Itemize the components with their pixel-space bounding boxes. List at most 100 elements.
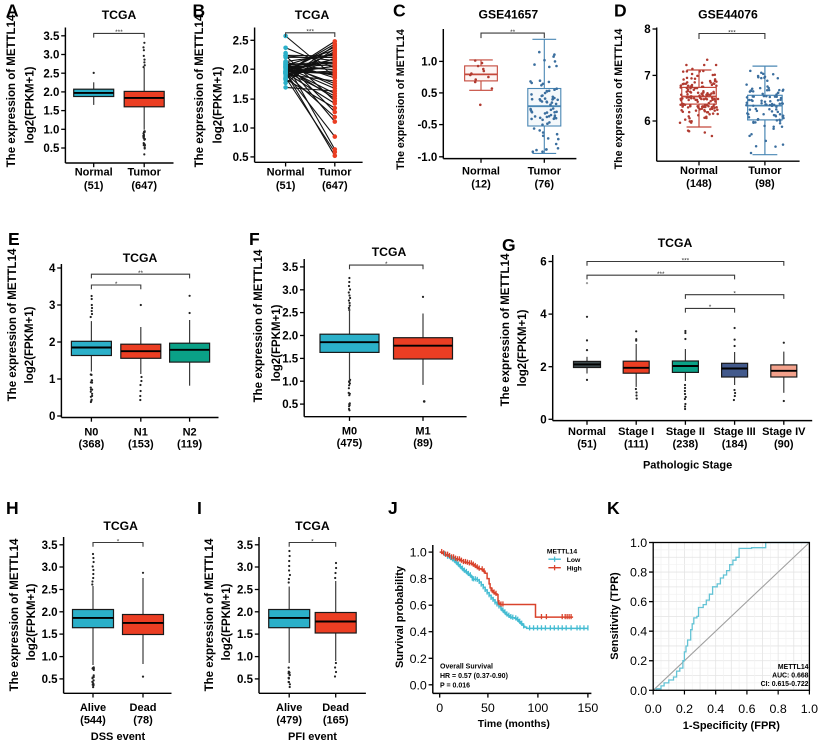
svg-text:2.5: 2.5 [233, 35, 250, 47]
svg-text:6: 6 [540, 257, 546, 269]
svg-text:Tumor: Tumor [318, 167, 352, 179]
svg-text:*: * [385, 261, 388, 268]
svg-text:*: * [115, 281, 118, 288]
svg-text:3: 3 [49, 300, 55, 312]
svg-text:(119): (119) [177, 438, 202, 450]
svg-text:The expression of METTL14: The expression of METTL14 [204, 538, 216, 691]
svg-text:-0.5: -0.5 [417, 120, 437, 132]
svg-text:1.0: 1.0 [237, 652, 253, 664]
svg-text:(475): (475) [337, 437, 363, 449]
svg-text:0: 0 [436, 701, 443, 715]
svg-text:4: 4 [49, 263, 56, 275]
svg-text:1.5: 1.5 [233, 94, 250, 106]
svg-text:3.0: 3.0 [43, 50, 59, 62]
svg-text:M0: M0 [342, 426, 357, 438]
svg-text:Time (months): Time (months) [478, 718, 550, 730]
svg-text:The expression of METTL14: The expression of METTL14 [9, 538, 21, 691]
svg-text:*: * [733, 291, 736, 298]
svg-text:0.8: 0.8 [770, 702, 787, 716]
svg-text:0.0: 0.0 [630, 684, 647, 698]
svg-text:(90): (90) [774, 439, 794, 451]
svg-text:Stage III: Stage III [714, 426, 756, 438]
svg-text:***: *** [728, 29, 736, 36]
svg-text:**: ** [510, 29, 516, 36]
svg-text:(165): (165) [323, 715, 349, 727]
svg-text:0.4: 0.4 [410, 625, 427, 639]
svg-text:N2: N2 [183, 427, 197, 439]
svg-text:*: * [709, 304, 712, 311]
svg-text:log2(FPKM+1): log2(FPKM+1) [25, 66, 37, 143]
svg-text:Tumor: Tumor [127, 167, 161, 179]
svg-text:1.0: 1.0 [421, 57, 437, 69]
svg-text:K: K [607, 498, 620, 518]
svg-text:2.5: 2.5 [237, 585, 254, 597]
svg-text:Stage II: Stage II [666, 426, 705, 438]
svg-text:***: *** [657, 271, 665, 278]
svg-text:(89): (89) [413, 437, 433, 449]
svg-text:Tumor: Tumor [528, 166, 562, 178]
svg-text:2.0: 2.0 [233, 64, 249, 76]
svg-text:(184): (184) [722, 439, 748, 451]
svg-text:TCGA: TCGA [102, 8, 137, 22]
svg-text:0.5: 0.5 [42, 674, 59, 686]
svg-text:Low: Low [567, 557, 581, 564]
svg-text:AUC: 0.668: AUC: 0.668 [772, 673, 809, 680]
svg-text:Tumor: Tumor [748, 165, 782, 177]
svg-text:3.5: 3.5 [42, 540, 59, 552]
svg-text:log2(FPKM+1): log2(FPKM+1) [213, 66, 225, 143]
svg-text:2.0: 2.0 [237, 607, 253, 619]
svg-text:0.6: 0.6 [630, 595, 647, 609]
svg-text:0.0: 0.0 [645, 702, 662, 716]
svg-text:4: 4 [540, 309, 547, 321]
svg-text:50: 50 [481, 701, 495, 715]
svg-text:1.0: 1.0 [282, 376, 298, 388]
svg-text:PFI event: PFI event [288, 731, 337, 743]
svg-text:1.5: 1.5 [43, 106, 60, 118]
svg-text:(479): (479) [276, 715, 302, 727]
svg-text:150: 150 [578, 701, 599, 715]
svg-text:G: G [502, 235, 516, 255]
svg-text:2.0: 2.0 [42, 607, 58, 619]
svg-text:(12): (12) [471, 179, 491, 191]
svg-text:**: ** [138, 270, 144, 277]
svg-text:***: *** [306, 29, 314, 36]
svg-text:Normal: Normal [680, 165, 718, 177]
svg-text:E: E [8, 229, 20, 249]
svg-text:TCGA: TCGA [295, 519, 330, 533]
svg-text:0.5: 0.5 [282, 399, 299, 411]
svg-text:3.0: 3.0 [237, 562, 253, 574]
svg-text:2.0: 2.0 [282, 331, 298, 343]
svg-text:M1: M1 [415, 426, 430, 438]
svg-text:I: I [197, 498, 202, 518]
svg-text:GSE44076: GSE44076 [698, 8, 758, 22]
svg-text:The expression of METTL14: The expression of METTL14 [500, 253, 512, 406]
svg-text:0.5: 0.5 [421, 88, 438, 100]
svg-text:Dead: Dead [130, 702, 157, 714]
svg-text:N1: N1 [134, 427, 148, 439]
svg-text:The expression of METTL14: The expression of METTL14 [253, 249, 265, 402]
svg-text:The expression of METTL14: The expression of METTL14 [613, 29, 625, 170]
svg-text:1: 1 [49, 374, 56, 386]
svg-text:log2(FPKM+1): log2(FPKM+1) [517, 309, 529, 386]
svg-text:0.5: 0.5 [233, 152, 250, 164]
svg-text:1.0: 1.0 [801, 702, 818, 716]
svg-text:0.2: 0.2 [676, 702, 693, 716]
svg-text:(148): (148) [686, 178, 712, 190]
svg-text:0.2: 0.2 [630, 654, 647, 668]
svg-text:log2(FPKM+1): log2(FPKM+1) [26, 583, 38, 660]
svg-text:0.4: 0.4 [630, 625, 647, 639]
svg-text:F: F [249, 229, 260, 249]
svg-text:***: *** [115, 29, 123, 36]
svg-text:2.5: 2.5 [43, 68, 60, 80]
svg-text:Pathologic Stage: Pathologic Stage [643, 460, 732, 472]
svg-text:H: H [6, 498, 19, 518]
svg-text:DSS event: DSS event [91, 731, 146, 743]
svg-text:Overall Survival: Overall Survival [440, 663, 493, 670]
svg-text:0.5: 0.5 [237, 674, 254, 686]
svg-text:(153): (153) [128, 438, 154, 450]
svg-text:Normal: Normal [568, 426, 606, 438]
svg-text:The expression of METTL14: The expression of METTL14 [7, 248, 19, 401]
svg-text:1.0: 1.0 [233, 123, 249, 135]
svg-text:Sensitivity (TPR): Sensitivity (TPR) [609, 572, 621, 660]
svg-text:(98): (98) [755, 178, 775, 190]
